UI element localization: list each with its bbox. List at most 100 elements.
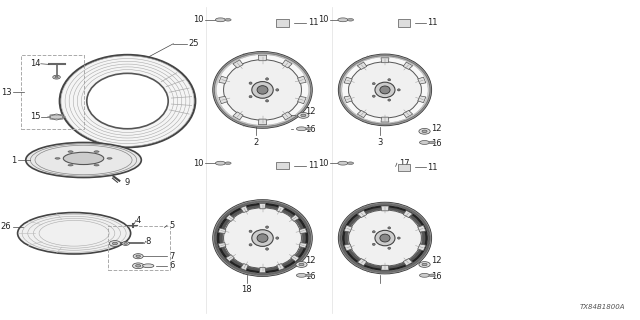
Ellipse shape: [55, 119, 58, 120]
Ellipse shape: [47, 116, 51, 118]
Ellipse shape: [60, 55, 195, 147]
Ellipse shape: [372, 231, 375, 233]
Ellipse shape: [341, 205, 429, 271]
FancyBboxPatch shape: [276, 20, 289, 27]
Text: 12: 12: [431, 124, 442, 132]
Ellipse shape: [214, 200, 312, 276]
Circle shape: [132, 263, 144, 269]
Polygon shape: [344, 225, 352, 232]
FancyBboxPatch shape: [397, 20, 410, 27]
Text: 16: 16: [431, 139, 442, 148]
Ellipse shape: [266, 248, 269, 250]
Ellipse shape: [143, 264, 154, 268]
Ellipse shape: [338, 161, 348, 165]
Text: 6: 6: [170, 261, 175, 270]
Polygon shape: [403, 259, 413, 266]
Text: 10: 10: [319, 159, 329, 168]
Polygon shape: [418, 244, 426, 251]
Ellipse shape: [349, 62, 421, 118]
Polygon shape: [403, 110, 413, 118]
Ellipse shape: [397, 237, 400, 239]
Polygon shape: [298, 76, 306, 84]
Circle shape: [133, 254, 143, 259]
Ellipse shape: [216, 18, 225, 22]
Ellipse shape: [55, 158, 60, 159]
Ellipse shape: [306, 274, 312, 276]
Circle shape: [419, 262, 430, 268]
Polygon shape: [291, 215, 300, 221]
Ellipse shape: [266, 226, 269, 228]
Polygon shape: [219, 96, 227, 104]
Circle shape: [422, 263, 427, 266]
Ellipse shape: [372, 95, 375, 97]
Polygon shape: [219, 76, 227, 84]
Polygon shape: [259, 267, 266, 273]
Polygon shape: [418, 225, 426, 232]
Text: 9: 9: [124, 179, 130, 188]
Text: 12: 12: [431, 257, 442, 266]
Ellipse shape: [388, 227, 390, 229]
Polygon shape: [298, 96, 306, 104]
Ellipse shape: [348, 209, 422, 267]
Ellipse shape: [276, 89, 279, 91]
Polygon shape: [276, 264, 285, 270]
Ellipse shape: [249, 95, 252, 98]
Ellipse shape: [375, 230, 395, 246]
Ellipse shape: [338, 18, 348, 22]
Polygon shape: [241, 264, 248, 270]
Polygon shape: [259, 55, 267, 61]
Ellipse shape: [60, 118, 63, 119]
Polygon shape: [357, 62, 367, 69]
Ellipse shape: [60, 115, 63, 116]
Text: 26: 26: [1, 222, 12, 231]
Ellipse shape: [257, 234, 268, 242]
Polygon shape: [344, 96, 352, 103]
Ellipse shape: [388, 79, 390, 81]
Ellipse shape: [388, 99, 390, 101]
Polygon shape: [226, 255, 234, 261]
Ellipse shape: [107, 158, 112, 159]
Ellipse shape: [372, 83, 375, 85]
Ellipse shape: [380, 234, 390, 242]
Polygon shape: [357, 110, 367, 118]
Ellipse shape: [225, 162, 231, 164]
Ellipse shape: [339, 55, 431, 125]
Polygon shape: [299, 228, 307, 234]
Polygon shape: [357, 210, 367, 218]
Ellipse shape: [222, 207, 303, 269]
FancyBboxPatch shape: [276, 162, 289, 169]
Text: 25: 25: [188, 39, 199, 48]
Text: 2: 2: [253, 138, 259, 147]
Ellipse shape: [348, 162, 353, 164]
Circle shape: [136, 255, 140, 257]
Ellipse shape: [214, 52, 312, 127]
Polygon shape: [276, 206, 285, 212]
Ellipse shape: [63, 152, 104, 164]
Text: 1: 1: [11, 156, 17, 164]
Text: 10: 10: [193, 159, 204, 168]
Ellipse shape: [223, 60, 301, 120]
Circle shape: [109, 241, 120, 246]
Ellipse shape: [63, 116, 66, 118]
Polygon shape: [418, 96, 426, 103]
Ellipse shape: [296, 127, 307, 131]
Circle shape: [296, 262, 307, 268]
Polygon shape: [381, 117, 389, 122]
Polygon shape: [259, 119, 267, 124]
Ellipse shape: [68, 151, 73, 152]
Text: 15: 15: [30, 113, 41, 122]
Polygon shape: [241, 206, 248, 212]
Polygon shape: [344, 244, 352, 251]
Ellipse shape: [375, 82, 395, 98]
Ellipse shape: [349, 210, 421, 266]
Polygon shape: [226, 215, 234, 221]
Ellipse shape: [348, 19, 353, 21]
Ellipse shape: [55, 114, 58, 115]
Ellipse shape: [429, 141, 435, 144]
Text: 12: 12: [305, 257, 316, 266]
Ellipse shape: [419, 140, 429, 144]
Ellipse shape: [249, 230, 252, 233]
Text: 11: 11: [427, 163, 438, 172]
Ellipse shape: [249, 244, 252, 246]
Polygon shape: [233, 60, 243, 68]
